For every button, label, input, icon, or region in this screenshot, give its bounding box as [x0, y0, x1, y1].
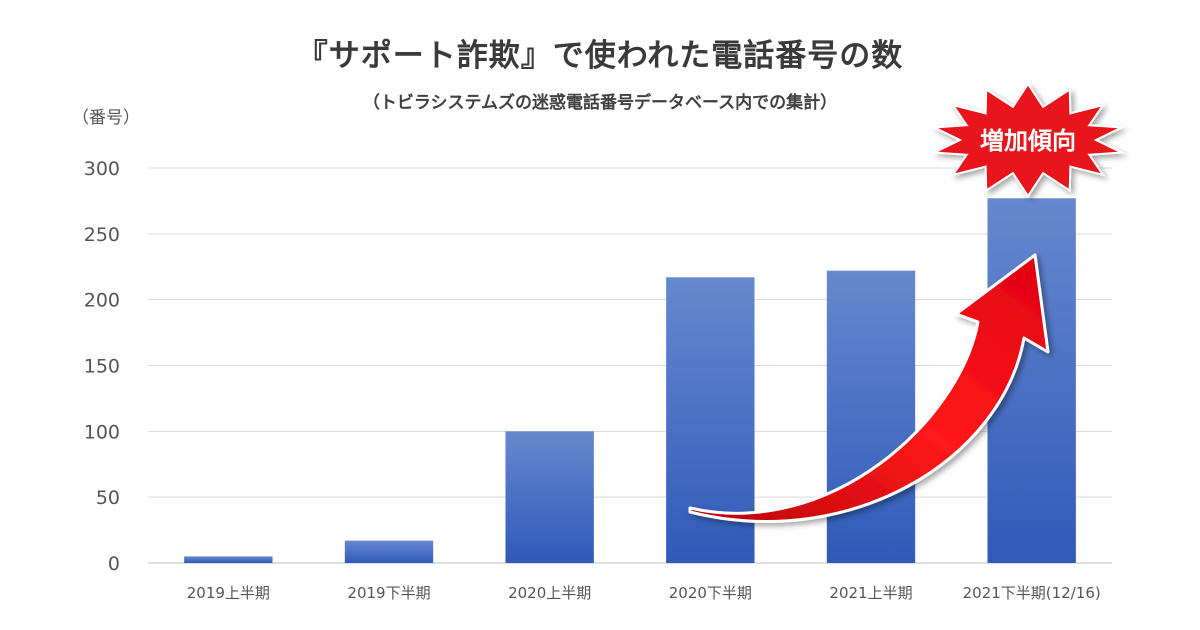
chart-subtitle: （トビラシステムズの迷惑電話番号データベース内での集計）: [362, 93, 838, 113]
bars: [184, 198, 1076, 564]
trend-badge-label: 増加傾向: [980, 127, 1076, 155]
trend-annotation: 増加傾向: [688, 82, 1126, 523]
x-tick-label: 2021下半期(12/16): [963, 584, 1101, 602]
x-tick-label: 2020上半期: [508, 584, 591, 602]
x-tick-label: 2021上半期: [829, 584, 912, 602]
y-tick-label: 300: [84, 158, 120, 180]
y-tick-label: 200: [84, 290, 120, 312]
bar: [505, 431, 594, 563]
x-tick-label: 2019下半期: [347, 584, 430, 602]
x-tick-label: 2019上半期: [187, 584, 270, 602]
y-tick-label: 0: [108, 553, 120, 575]
y-tick-label: 250: [84, 224, 120, 246]
starburst-badge: [930, 82, 1126, 198]
bar: [344, 540, 434, 563]
y-tick-label: 50: [96, 487, 120, 509]
y-axis-ticks: 0 50 100 150 200 250 300: [84, 158, 120, 575]
x-tick-label: 2020下半期: [669, 584, 752, 602]
bar: [826, 270, 916, 563]
gridlines: [148, 167, 1112, 564]
trend-arrow: [688, 253, 1050, 523]
x-axis-ticks: 2019上半期 2019下半期 2020上半期 2020下半期 2021上半期 2021下…: [187, 584, 1101, 602]
y-axis-unit-label: （番号）: [72, 108, 140, 128]
bar: [184, 556, 273, 563]
chart-title: 『サポート詐欺』で使われた電話番号の数: [296, 38, 904, 74]
y-tick-label: 150: [84, 356, 120, 378]
y-tick-label: 100: [84, 421, 120, 443]
